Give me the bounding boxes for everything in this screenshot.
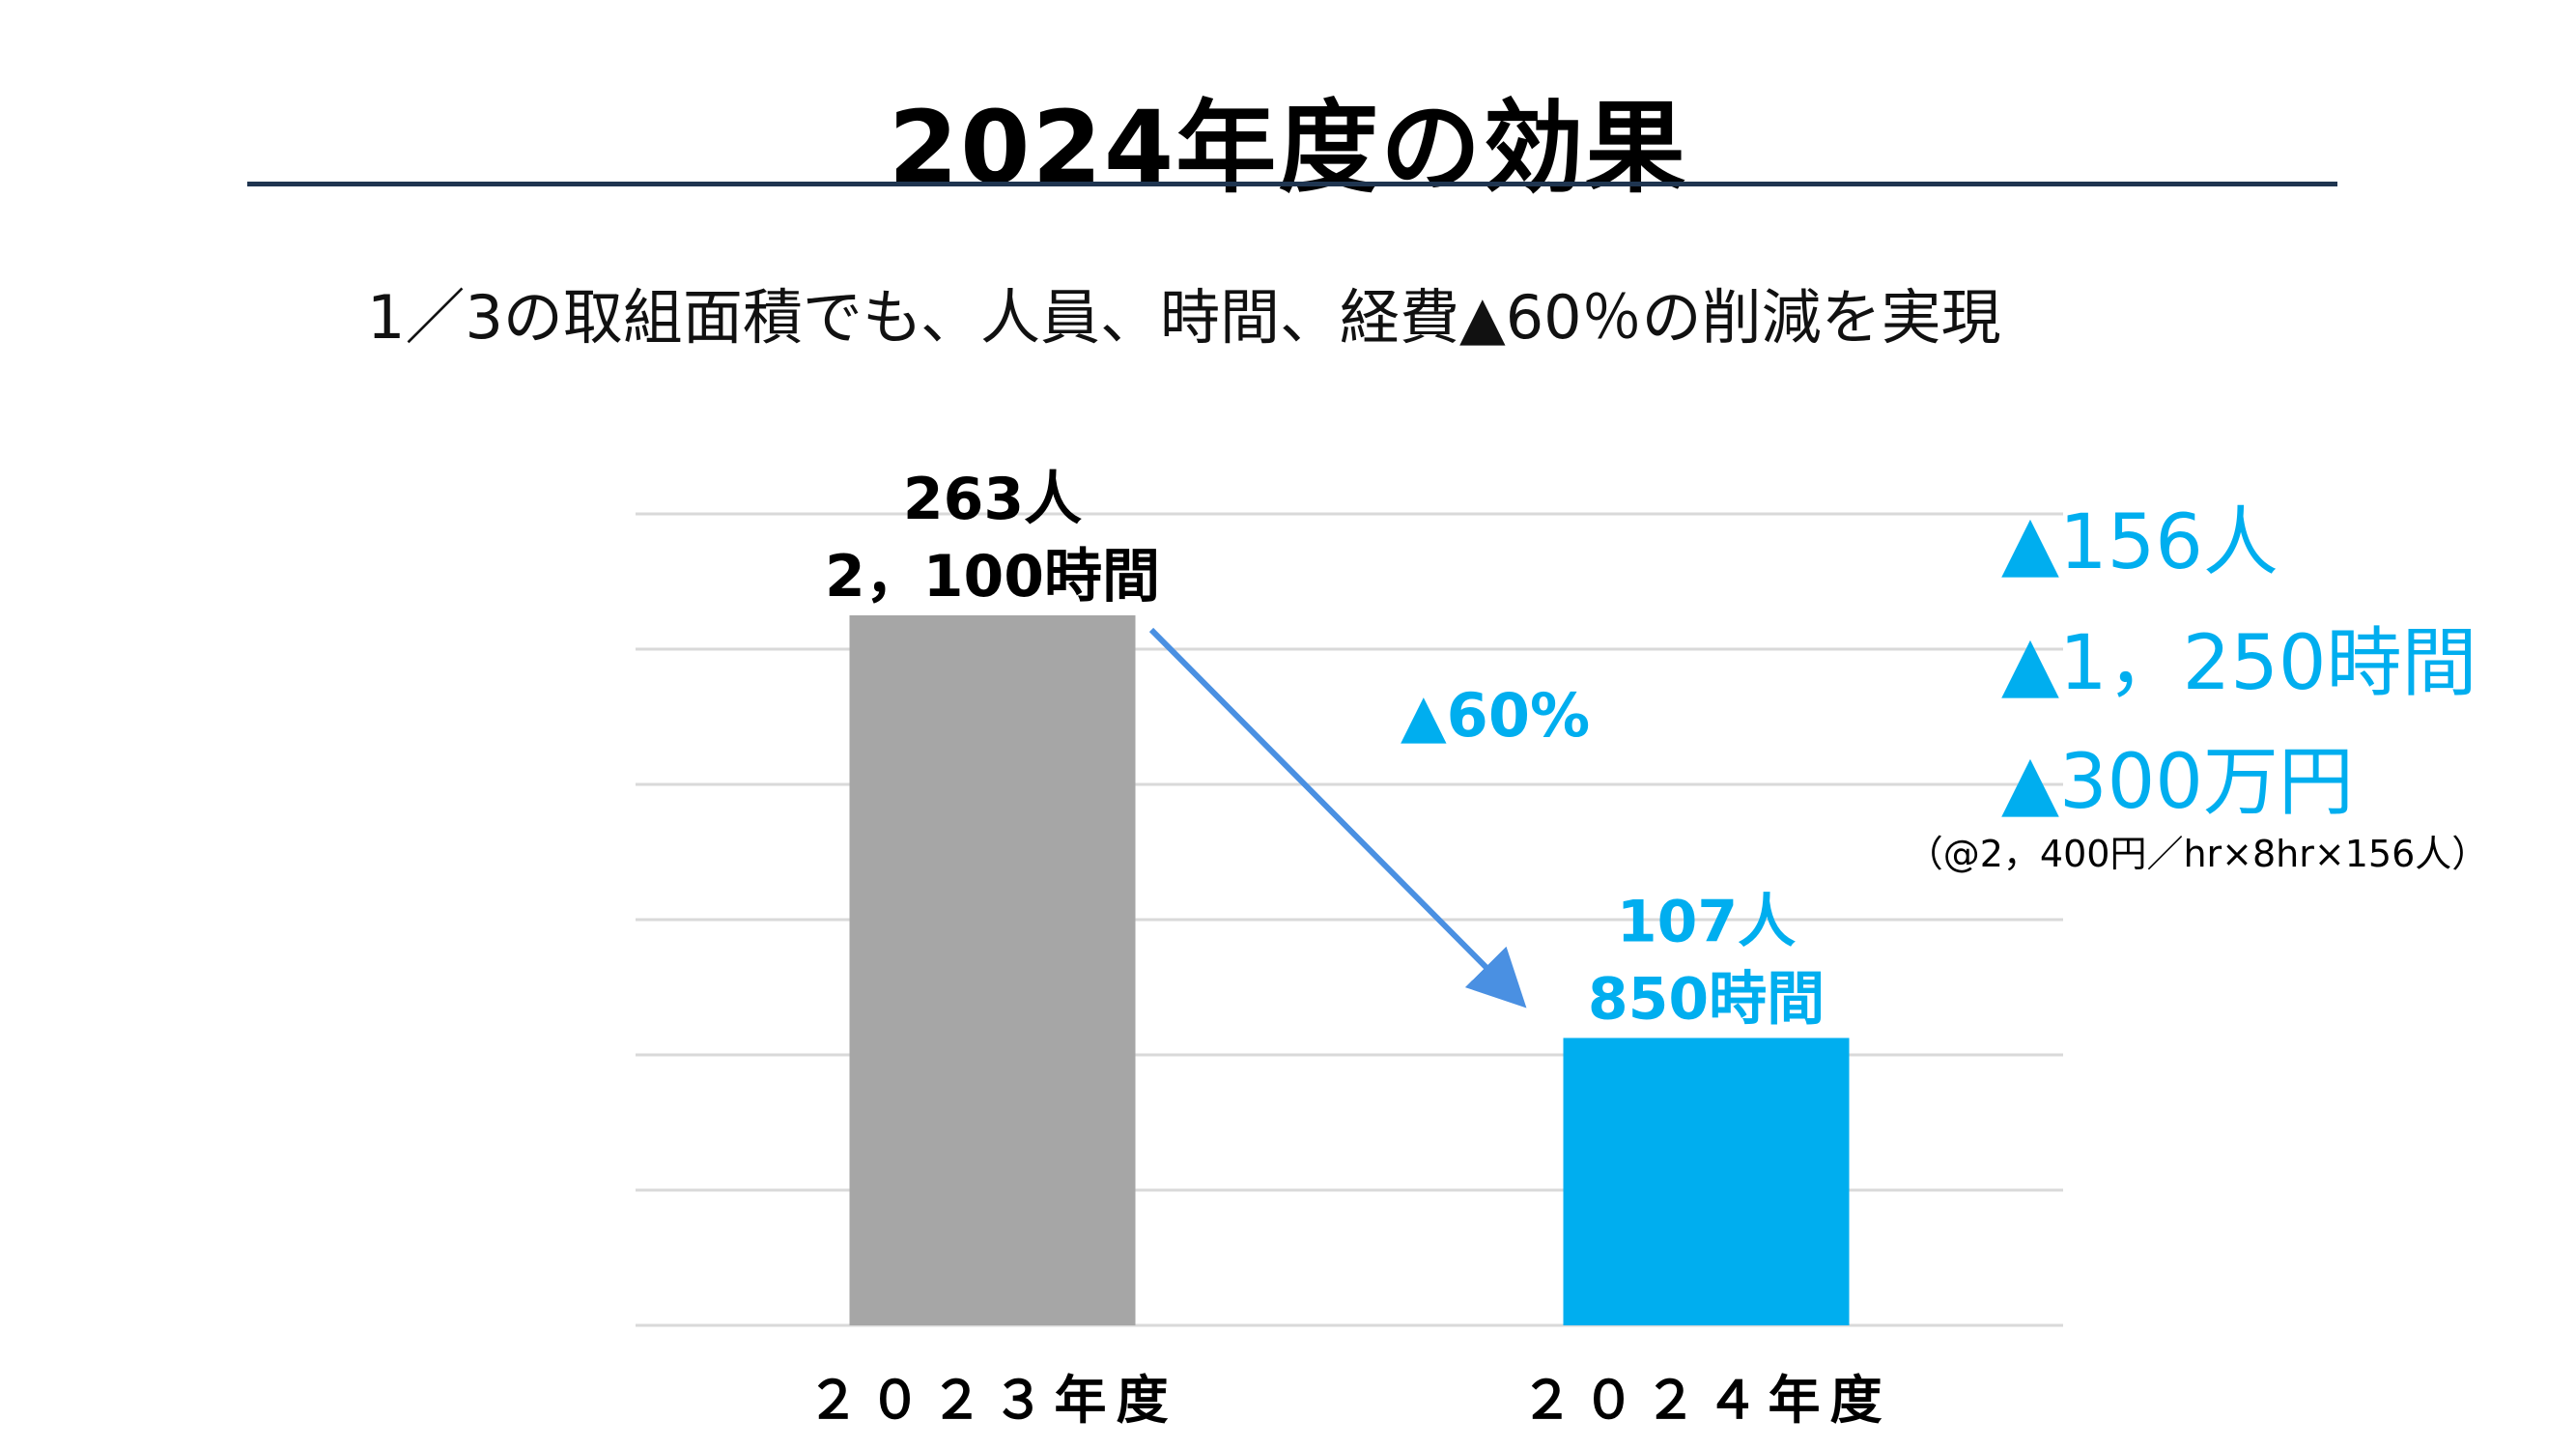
summary-hours: ▲1，250時間 (2001, 620, 2477, 707)
page-title: 2024年度の効果 (888, 89, 1688, 207)
change-percent-label: ▲60% (1401, 680, 1590, 751)
category-labels: ２０２３年度 ２０２４年度 (807, 1370, 1892, 1431)
data-label-people: 107人 (1617, 889, 1796, 956)
data-label-hours: 850時間 (1588, 966, 1825, 1034)
cost-calculation-note: （@2，400円／hr×8hr×156人） (1907, 833, 2489, 875)
category-label: ２０２３年度 (807, 1370, 1178, 1431)
bar-2023 (849, 615, 1136, 1325)
decrease-arrow (1148, 627, 1527, 1009)
subtitle: 1／3の取組面積でも、人員、時間、経費▲60％の削減を実現 (367, 282, 2001, 353)
summary-people: ▲156人 (2001, 499, 2279, 586)
data-labels: 263人 2，100時間 107人 850時間 (825, 466, 1825, 1034)
title-divider (247, 182, 2337, 186)
data-label-hours: 2，100時間 (825, 543, 1160, 611)
summary-cost: ▲300万円 (2001, 739, 2354, 826)
bars (849, 615, 1850, 1325)
bar-2024 (1563, 1037, 1850, 1325)
data-label-people: 263人 (903, 466, 1082, 533)
category-label: ２０２４年度 (1521, 1370, 1892, 1431)
